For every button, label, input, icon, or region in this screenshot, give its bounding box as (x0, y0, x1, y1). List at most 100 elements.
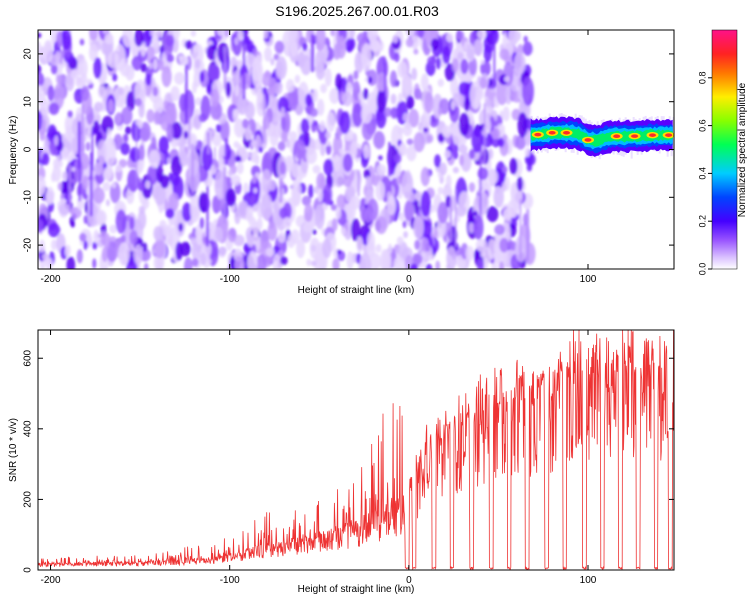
noise-speckle (57, 182, 63, 191)
chart-title: S196.2025.267.00.01.R03 (275, 3, 439, 19)
noise-speckle (153, 58, 158, 71)
noise-speckle (420, 73, 429, 91)
noise-speckle (325, 143, 332, 155)
noise-speckle (442, 186, 453, 199)
spectrogram-x-ticks: -200 -100 0 100 (41, 30, 597, 285)
noise-speckle (491, 263, 498, 269)
noise-speckle (120, 142, 130, 155)
spectrogram-y-ticks: -20 -10 0 10 20 (23, 48, 674, 252)
noise-speckle (336, 35, 347, 59)
noise-speckle (458, 81, 470, 96)
noise-speckle (389, 70, 398, 88)
noise-speckle (429, 204, 435, 213)
noise-speckle (216, 30, 225, 36)
noise-speckle (279, 161, 287, 175)
noise-speckle (300, 55, 312, 76)
noise-speckle (302, 42, 308, 52)
noise-speckle (352, 103, 363, 127)
noise-speckle (109, 224, 118, 234)
noise-speckle (159, 160, 164, 168)
noise-speckle (398, 212, 405, 221)
noise-streak (483, 103, 486, 165)
colorbar-tick-label: 0.8 (697, 72, 707, 85)
signal-peak-core (649, 133, 657, 137)
colorbar: 0.0 0.2 0.4 0.6 0.8 Normalized spectral ampl… (697, 29, 748, 276)
noise-speckle (137, 120, 143, 129)
noise-speckle (294, 74, 301, 84)
noise-streak (206, 185, 209, 247)
noise-speckle (290, 40, 298, 58)
noise-speckle (424, 243, 431, 252)
noise-speckle (258, 146, 264, 153)
noise-speckle (342, 91, 353, 107)
snr-x-tick-label: 100 (580, 575, 597, 586)
noise-speckle (93, 162, 104, 176)
noise-speckle (253, 187, 258, 194)
noise-speckle (305, 93, 313, 107)
noise-speckle (245, 152, 251, 158)
noise-speckle (365, 176, 371, 188)
noise-speckle (314, 138, 321, 151)
snr-y-tick-label: 600 (23, 349, 34, 366)
noise-speckle (523, 35, 528, 43)
noise-speckle (372, 174, 379, 187)
noise-speckle (455, 205, 467, 217)
noise-speckle (267, 222, 278, 241)
noise-speckle (264, 70, 270, 79)
noise-speckle (171, 155, 183, 176)
noise-speckle (166, 123, 174, 142)
noise-speckle (158, 204, 164, 214)
noise-speckle (323, 158, 334, 176)
noise-speckle (129, 147, 141, 163)
noise-speckle (86, 78, 93, 85)
noise-speckle (224, 30, 230, 38)
noise-speckle (420, 190, 431, 217)
noise-speckle (282, 202, 292, 221)
noise-speckle (502, 166, 508, 173)
noise-speckle (233, 70, 241, 86)
noise-speckle (361, 119, 374, 141)
noise-speckle (309, 108, 319, 117)
noise-speckle (314, 204, 325, 230)
noise-speckle (38, 72, 45, 87)
noise-speckle (256, 254, 267, 269)
colorbar-gradient (711, 29, 738, 270)
noise-speckle (337, 249, 342, 255)
noise-speckle (499, 48, 510, 61)
noise-speckle (294, 139, 306, 159)
noise-speckle (183, 257, 193, 269)
noise-speckle (121, 106, 133, 125)
noise-speckle (356, 236, 364, 253)
noise-speckle (214, 226, 224, 243)
noise-speckle (413, 88, 422, 100)
noise-speckle (502, 106, 510, 122)
noise-speckle (285, 41, 291, 49)
noise-speckle (390, 107, 399, 119)
noise-speckle (104, 137, 117, 167)
noise-speckle (234, 84, 240, 97)
noise-speckle (134, 30, 144, 47)
noise-speckle (363, 144, 370, 159)
noise-speckle (225, 188, 236, 207)
noise-speckle (477, 30, 487, 40)
noise-streak (214, 146, 216, 170)
noise-speckle (375, 180, 386, 201)
noise-speckle (406, 95, 415, 110)
noise-speckle (430, 38, 439, 50)
noise-streak (357, 169, 360, 197)
noise-streak (449, 199, 453, 243)
noise-speckle (189, 193, 201, 223)
noise-speckle (330, 30, 336, 37)
noise-speckle (477, 167, 489, 181)
noise-speckle (60, 147, 70, 160)
noise-speckle (134, 98, 142, 107)
noise-speckle (312, 229, 317, 235)
colorbar-tick-label: 0.4 (697, 167, 707, 180)
noise-speckle (423, 127, 428, 133)
noise-speckle (83, 240, 88, 250)
noise-speckle (360, 206, 368, 222)
colorbar-tick-label: 0.0 (697, 263, 707, 276)
noise-speckle (522, 76, 534, 106)
